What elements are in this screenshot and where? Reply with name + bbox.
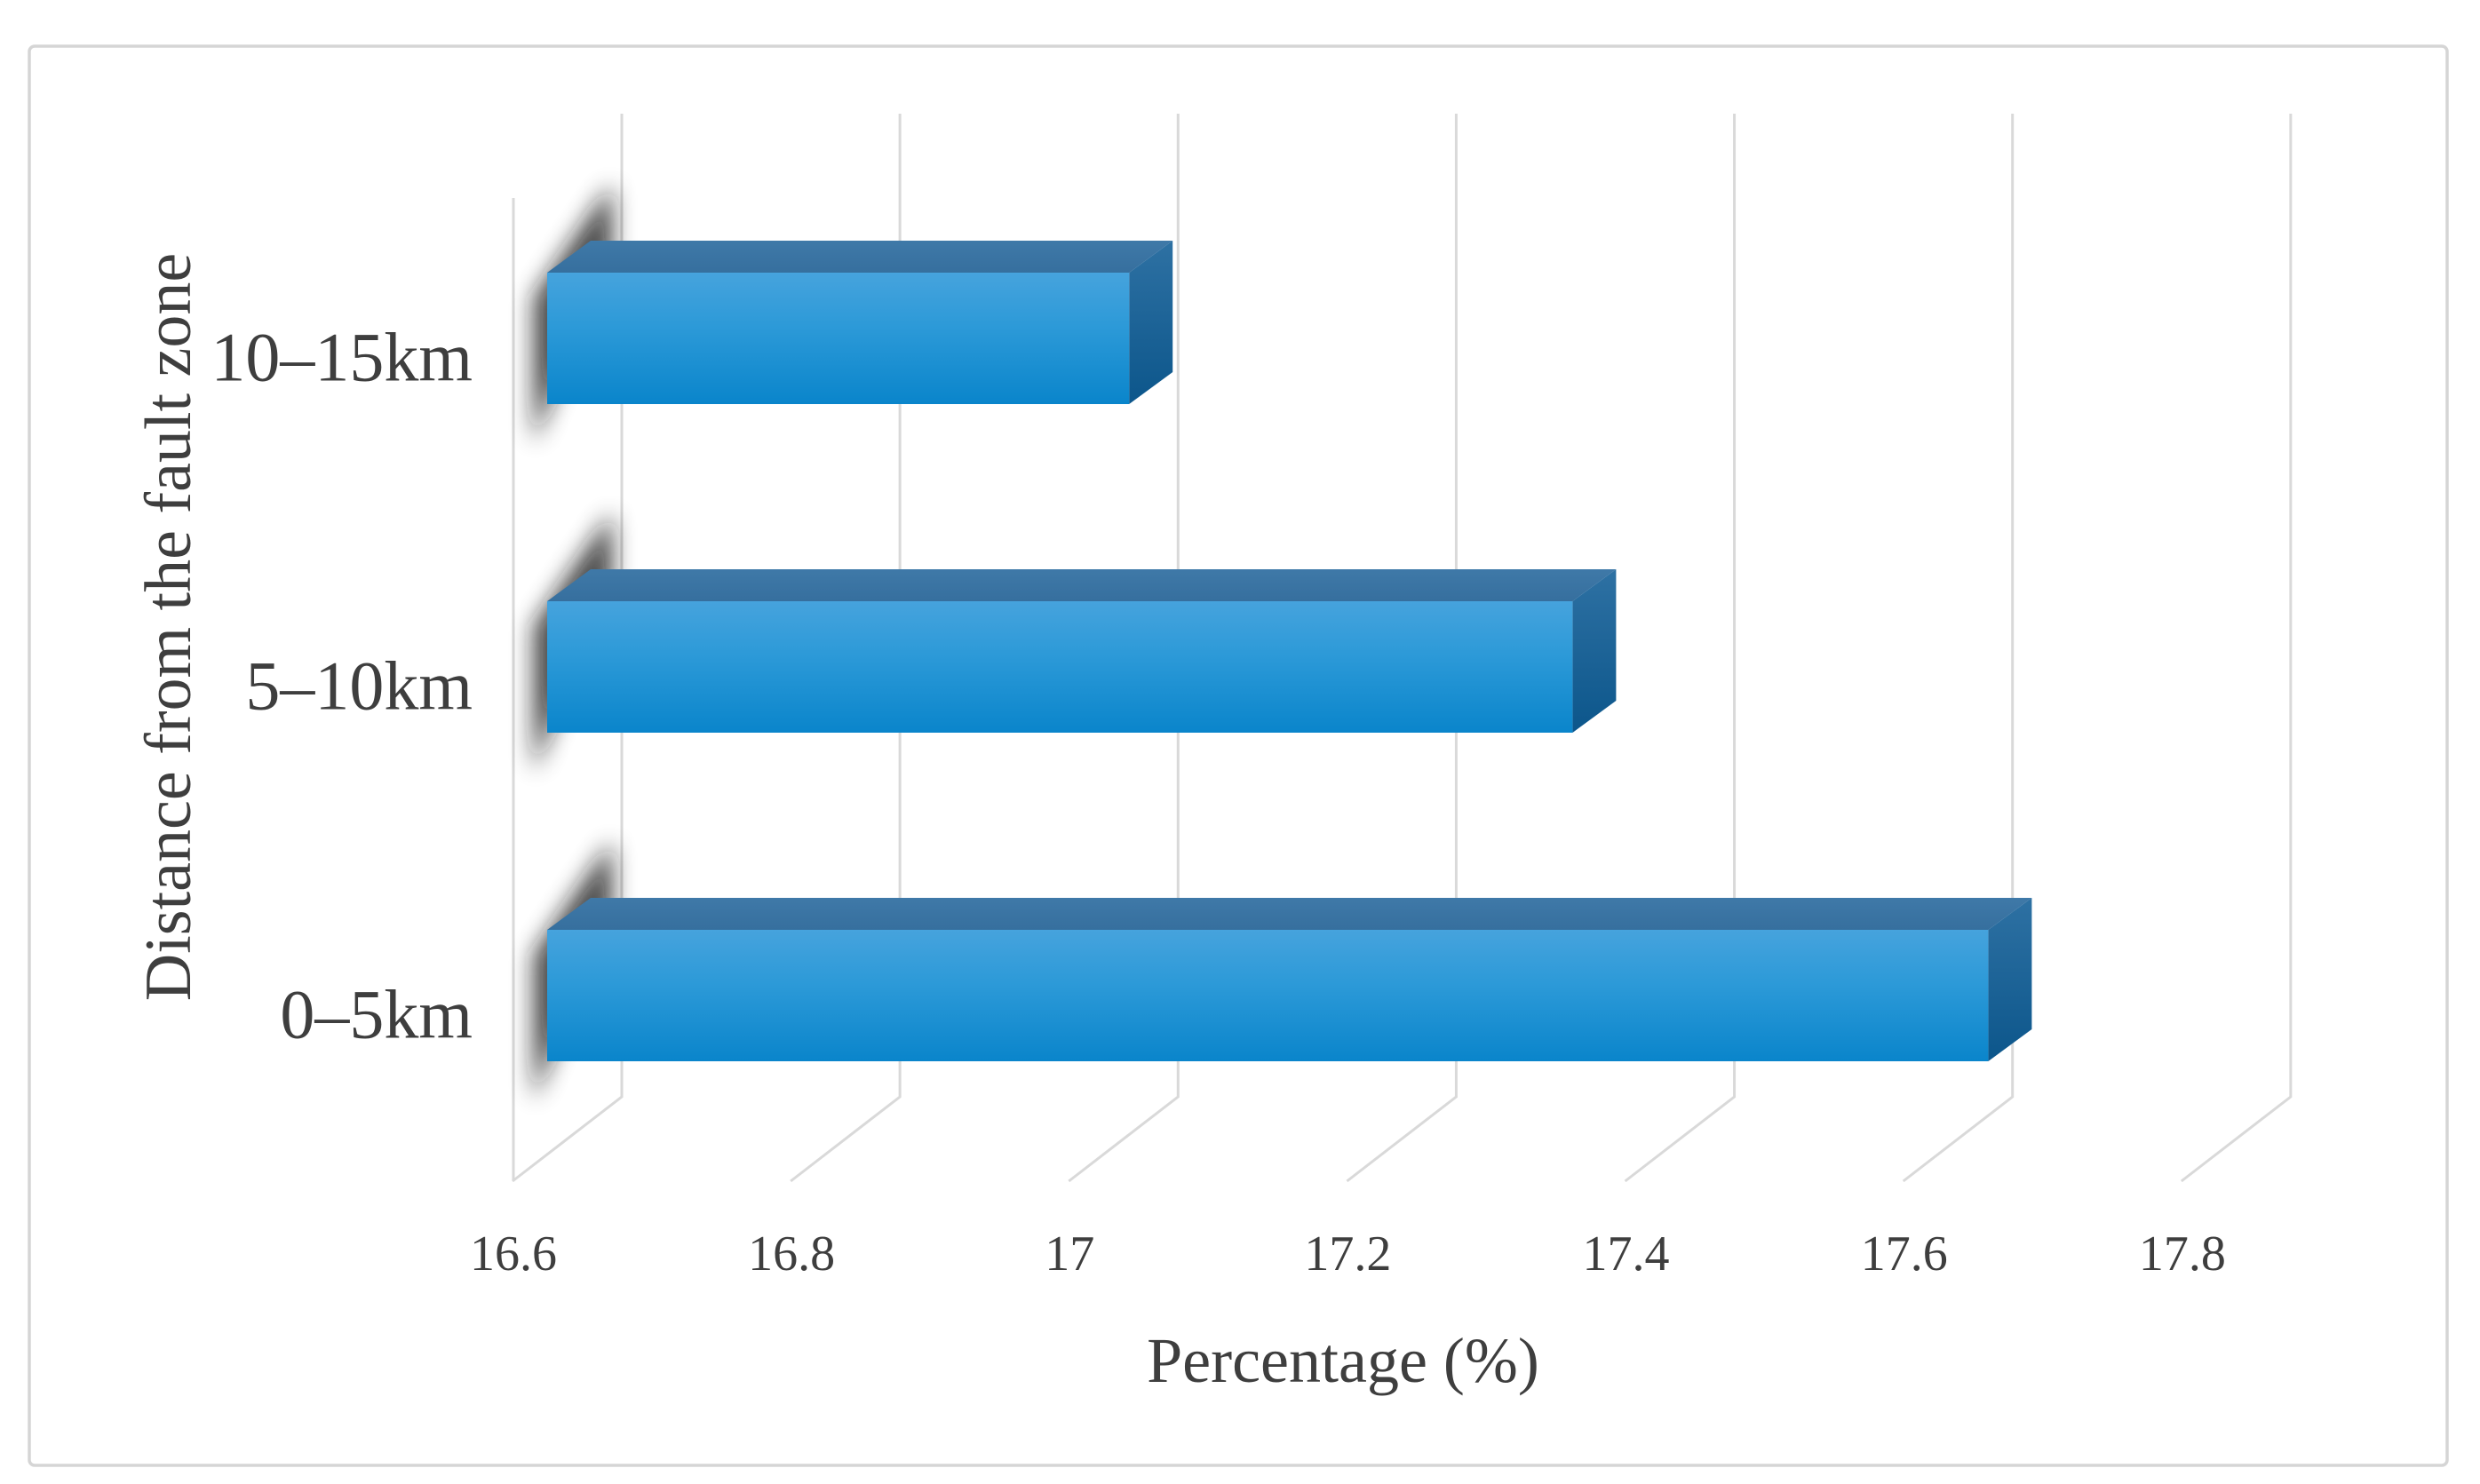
x-tick-label-17-6: 17.6 <box>1861 1226 1948 1282</box>
x-tick-label-16-6: 16.6 <box>470 1226 557 1282</box>
category-label-0-5km: 0–5km <box>280 976 473 1053</box>
category-label-5-10km: 5–10km <box>245 647 473 725</box>
bar-0-5km <box>547 898 2032 1061</box>
x-tick-label-16-8: 16.8 <box>748 1226 835 1282</box>
bar-5-10km <box>547 569 1617 733</box>
x-tick-label-17: 17 <box>1045 1226 1094 1282</box>
gridline-17-4 <box>1624 114 1737 1183</box>
bar-front-face <box>547 273 1130 404</box>
y-axis-title: Distance from the fault zone <box>132 253 205 1001</box>
gridline-16-6 <box>512 114 624 1183</box>
x-axis-title: Percentage (%) <box>1147 1325 1539 1396</box>
bars-group <box>547 241 2032 1061</box>
bar-top-face <box>547 898 2032 930</box>
bar-front-face <box>547 601 1573 733</box>
category-labels: 10–15km 5–10km 0–5km <box>211 319 473 1053</box>
x-tick-label-17-4: 17.4 <box>1583 1226 1670 1282</box>
bar-side-face <box>1988 898 2032 1061</box>
bar-top-face <box>547 241 1173 273</box>
gridline-16-8 <box>790 114 902 1183</box>
gridline-17 <box>1068 114 1180 1183</box>
gridline-17-2 <box>1346 114 1458 1183</box>
x-tick-label-17-8: 17.8 <box>2139 1226 2226 1282</box>
bar-front-face <box>547 930 1989 1061</box>
x-tick-labels: 16.6 16.8 17 17.2 17.4 17.6 17.8 <box>470 1226 2226 1282</box>
bar-side-face <box>1572 569 1617 733</box>
category-label-10-15km: 10–15km <box>211 319 473 396</box>
plot-gridlines <box>512 114 2293 1183</box>
bar-top-face <box>547 569 1617 601</box>
bar-10-15km <box>547 241 1173 404</box>
bar-side-face <box>1129 241 1173 404</box>
chart-border <box>28 44 2449 1467</box>
gridline-17-6 <box>1902 114 2015 1183</box>
x-tick-label-17-2: 17.2 <box>1304 1226 1391 1282</box>
gridline-17-8 <box>2180 114 2293 1183</box>
